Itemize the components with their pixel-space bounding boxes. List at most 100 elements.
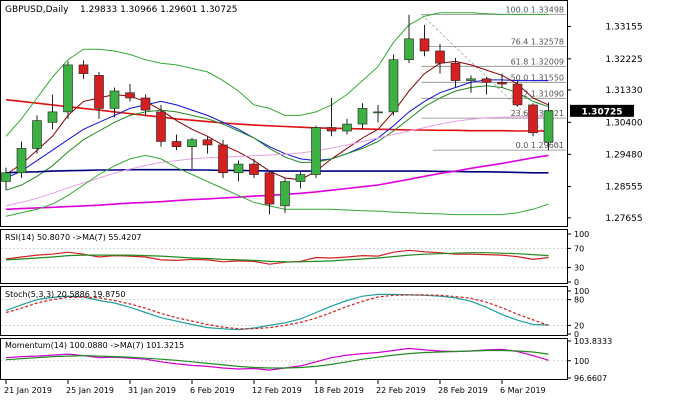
bearish-candle: [264, 172, 275, 205]
rsi-panel-frame: [0, 229, 568, 284]
ma-blue-line: [5, 79, 549, 179]
time-axis-label: 12 Feb 2019: [252, 386, 302, 395]
bullish-candle: [342, 123, 352, 132]
indicator-series-line: [5, 252, 549, 263]
time-axis-label: 31 Jan 2019: [128, 386, 176, 395]
bullish-candle: [357, 108, 368, 125]
bullish-candle: [187, 139, 197, 147]
bearish-candle: [512, 83, 523, 106]
bearish-candle: [249, 163, 259, 175]
bearish-candle: [202, 139, 213, 146]
momentum-plot: [1, 347, 567, 371]
fib-level-label: 38.2 1.31090: [511, 89, 564, 98]
bullish-candle: [47, 111, 58, 123]
indicator-series-line: [5, 294, 549, 330]
indicator-axis-label: 0: [574, 330, 579, 339]
bearish-candle: [78, 64, 89, 74]
ma-green-line: [5, 85, 549, 191]
bearish-candle: [125, 92, 135, 99]
bullish-candle: [32, 120, 42, 149]
momentum-title: Momentum(14) 100.0880 ->MA(7) 101.3215: [5, 341, 184, 350]
rsi-plot: [1, 248, 567, 268]
fib-level-label: 61.8 1.32009: [511, 57, 564, 66]
price-axis-label: 1.29480: [605, 150, 642, 160]
indicator-axis-label: 100: [574, 357, 589, 366]
indicator-axis-label: 100: [574, 287, 589, 296]
bearish-candle: [218, 144, 228, 174]
bearish-candle: [450, 62, 461, 81]
bullish-candle: [109, 90, 120, 109]
momentum-panel-frame: [0, 338, 568, 380]
band-lower-line: [5, 154, 549, 217]
current-price-label: 1.30725: [582, 107, 623, 117]
fib-level-label: 0.0 1.29601: [516, 141, 564, 150]
main-plot: 100.0 1.33498 76.4 1.32578 61.8 1.32009 50.…: [1, 6, 566, 217]
main-panel-frame: [0, 0, 568, 227]
chart-symbol: GBPUSD,Daily: [5, 5, 69, 15]
time-axis-label: 6 Mar 2019: [500, 386, 546, 395]
bullish-candle: [1, 172, 11, 182]
bearish-candle: [481, 78, 492, 83]
price-axis-label: 1.33155: [605, 22, 642, 32]
stoch-plot: [1, 293, 567, 331]
stoch-panel-frame: [0, 286, 568, 336]
indicator-axis-label: 70: [574, 244, 584, 253]
indicator-axis-label: 96.6607: [574, 374, 607, 383]
time-axis-label: 21 Jan 2019: [4, 386, 52, 395]
bullish-candle: [295, 174, 306, 182]
bearish-candle: [156, 111, 166, 142]
indicator-axis-label: 0: [574, 278, 579, 287]
bearish-candle: [140, 97, 151, 111]
price-axis-label: 1.31330: [605, 86, 642, 96]
bullish-candle: [233, 163, 244, 174]
price-axis-label: 1.32225: [605, 55, 642, 65]
fib-level-label: 50.0 1.31550: [511, 73, 564, 82]
ma-pink-line: [5, 116, 549, 207]
indicator-axis-label: 103.8333: [574, 337, 612, 346]
indicator-series-line: [5, 293, 549, 331]
bullish-candle: [404, 38, 414, 60]
bearish-candle: [528, 104, 538, 134]
current-price-box: [570, 104, 634, 117]
bullish-candle: [373, 111, 383, 114]
band-upper-line: [5, 12, 549, 137]
fib-level-label: 76.4 1.32578: [511, 38, 564, 47]
ma-navy-line: [5, 168, 549, 174]
price-axis-label: 1.28555: [605, 183, 642, 193]
bullish-candle: [311, 127, 321, 175]
indicator-axis-label: 80: [574, 296, 584, 305]
rsi-title: RSI(14) 50.8070 ->MA(7) 55.4207: [5, 233, 142, 242]
indicator-series-line: [5, 349, 549, 369]
time-axis-label: 18 Feb 2019: [314, 386, 364, 395]
time-axis-label: 22 Feb 2019: [376, 386, 426, 395]
bullish-candle: [466, 78, 476, 81]
bearish-candle: [94, 75, 104, 109]
chart-ohlc: 1.29833 1.30966 1.29601 1.30725: [80, 5, 237, 15]
axes: 1.33155 1.32225 1.31330 1.30400 1.29480 1.285…: [4, 22, 643, 395]
fib-level-label: 100.0 1.33498: [505, 6, 564, 15]
price-axis-label: 1.27655: [605, 214, 642, 224]
time-axis-label: 28 Feb 2019: [438, 386, 488, 395]
bullish-candle: [63, 64, 73, 113]
ma-magenta-line: [5, 154, 549, 211]
time-axis-label: 25 Jan 2019: [66, 386, 114, 395]
indicator-axis-label: 100: [574, 230, 589, 239]
bearish-candle: [435, 50, 445, 64]
indicator-axis-label: 30: [574, 264, 584, 273]
ma-red-line: [5, 98, 549, 132]
bearish-candle: [419, 38, 430, 52]
bearish-candle: [326, 127, 337, 132]
bullish-candle: [388, 59, 399, 113]
indicator-series-line: [5, 249, 549, 265]
price-axis-label: 1.30400: [605, 118, 642, 128]
bearish-candle: [497, 82, 507, 85]
bearish-candle: [171, 141, 182, 147]
fib-trend-line: [421, 14, 564, 151]
bullish-candle: [543, 110, 554, 143]
bullish-candle: [280, 181, 290, 207]
time-axis-label: 6 Feb 2019: [190, 386, 235, 395]
bullish-candle: [16, 148, 27, 174]
indicator-axis-label: 20: [574, 321, 584, 330]
stoch-title: Stoch(5,3,3) 20.5886 19.8750: [5, 290, 125, 299]
